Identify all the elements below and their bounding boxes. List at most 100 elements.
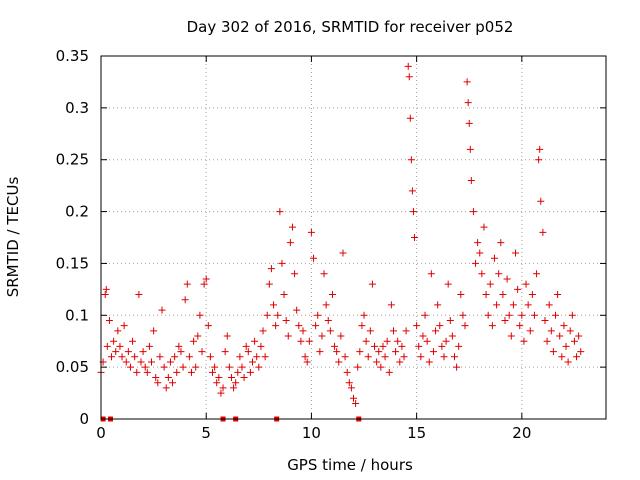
plot-frame [100, 55, 607, 420]
data-point [206, 353, 214, 361]
data-point [366, 327, 374, 335]
data-point [560, 322, 568, 330]
data-point [122, 358, 130, 366]
data-point [135, 291, 143, 299]
data-points [97, 62, 585, 422]
data-point [286, 239, 294, 247]
data-point [409, 208, 417, 216]
data-point [101, 291, 109, 299]
data-point [543, 337, 551, 345]
data-point [175, 342, 183, 350]
data-point [552, 311, 559, 319]
gridlines [101, 55, 606, 419]
data-point [464, 99, 472, 107]
data-point [225, 363, 233, 371]
data-point [373, 358, 381, 366]
data-point [310, 254, 318, 262]
y-tick-label: 0.15 [56, 254, 89, 272]
data-point [234, 368, 242, 376]
data-point [556, 332, 564, 340]
data-point [301, 353, 309, 361]
data-point [476, 249, 484, 257]
data-point [421, 311, 429, 319]
data-point [139, 348, 147, 356]
data-point [356, 348, 364, 356]
y-tick-label: 0.05 [56, 358, 89, 376]
data-point [324, 316, 332, 324]
data-point [482, 291, 490, 299]
data-point [305, 337, 313, 345]
x-tick-label: 0 [96, 424, 106, 442]
data-point [244, 348, 252, 356]
data-point [573, 353, 581, 361]
data-point [270, 301, 278, 309]
data-point [257, 342, 265, 350]
data-point [242, 342, 250, 350]
data-point [255, 363, 263, 371]
data-point [448, 332, 456, 340]
data-point [326, 327, 334, 335]
data-point [232, 379, 240, 387]
data-point [415, 342, 423, 350]
data-point [398, 342, 406, 350]
data-point [112, 348, 120, 356]
data-point [400, 353, 408, 361]
data-point [488, 322, 496, 330]
data-point [478, 270, 486, 278]
data-point [183, 280, 191, 288]
data-point [238, 363, 246, 371]
data-point [423, 337, 431, 345]
data-point [575, 332, 583, 340]
data-point [181, 296, 189, 304]
data-point [564, 358, 572, 366]
data-point [535, 156, 543, 164]
data-point [162, 384, 170, 392]
data-point [440, 353, 448, 361]
data-point [259, 327, 267, 335]
data-point [434, 301, 442, 309]
data-point [276, 208, 284, 216]
data-point [156, 353, 164, 361]
data-point [261, 353, 269, 361]
data-point [375, 348, 383, 356]
data-point [143, 368, 151, 376]
data-point [554, 291, 562, 299]
data-point [105, 316, 113, 324]
data-point [192, 363, 200, 371]
data-point [389, 327, 397, 335]
data-point [169, 379, 177, 387]
data-point [150, 327, 158, 335]
data-point [480, 223, 488, 231]
data-point [154, 379, 162, 387]
data-point [427, 270, 435, 278]
data-point [335, 358, 343, 366]
data-point [463, 78, 471, 86]
data-point [303, 358, 311, 366]
data-point [472, 259, 480, 267]
data-point [120, 322, 128, 330]
data-point [345, 379, 353, 387]
data-point [352, 399, 360, 407]
data-point [194, 332, 202, 340]
data-point [108, 353, 116, 361]
data-point [249, 358, 256, 366]
data-point [316, 348, 324, 356]
data-point [411, 234, 419, 241]
data-point [512, 249, 520, 257]
axis-ticks [100, 55, 606, 420]
y-tick-label: 0 [79, 410, 89, 428]
y-tick-label: 0.35 [56, 47, 89, 65]
data-point [354, 363, 362, 371]
data-point [518, 311, 526, 319]
data-point [533, 270, 541, 278]
data-point [545, 301, 553, 309]
data-point [541, 316, 549, 324]
data-point [116, 342, 124, 350]
data-point [263, 311, 271, 319]
data-point [312, 322, 320, 330]
data-point [328, 291, 336, 299]
data-point [536, 145, 544, 153]
data-point [333, 348, 341, 356]
x-axis-label: GPS time / hours [287, 456, 413, 474]
data-point [507, 332, 515, 340]
